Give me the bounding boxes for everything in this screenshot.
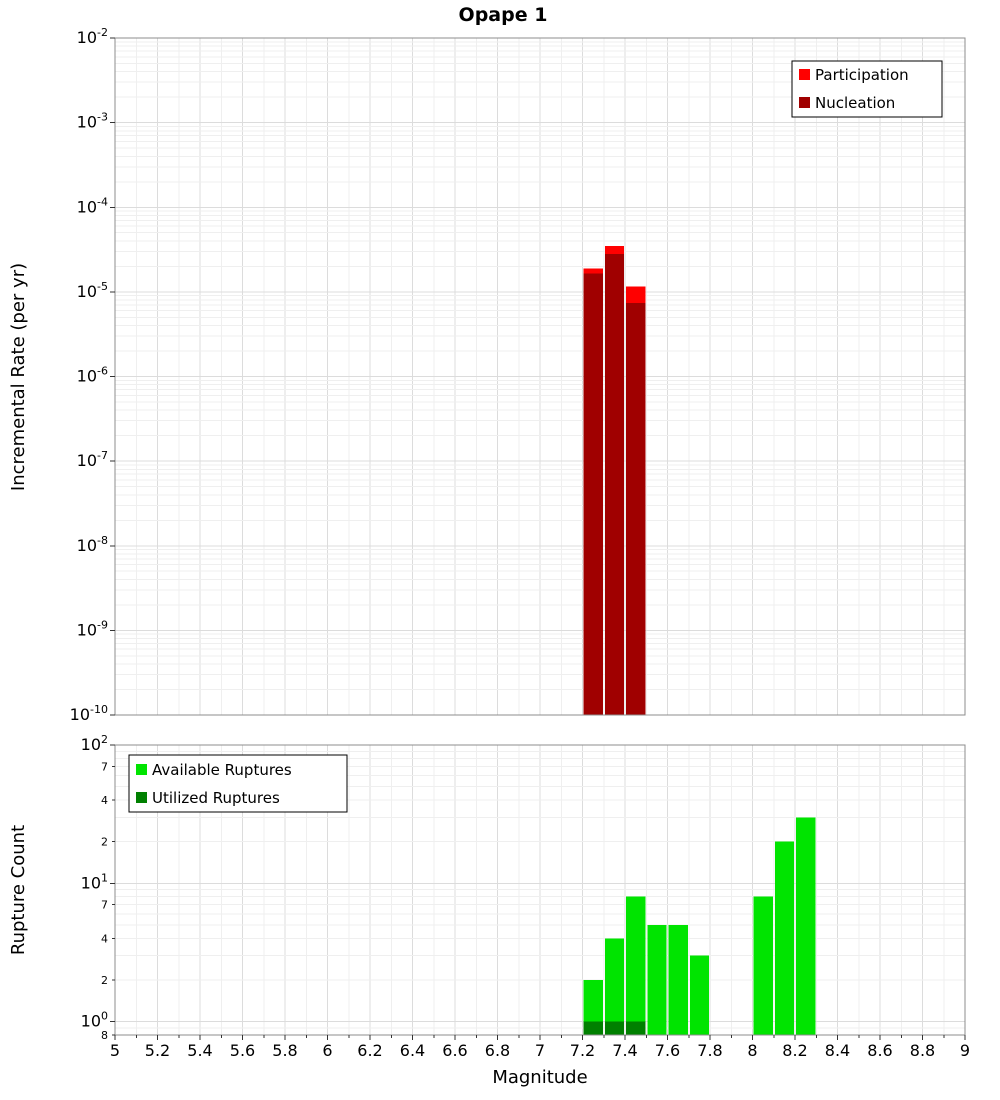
top-plot-bars bbox=[583, 245, 646, 716]
x-tick-label: 6.4 bbox=[400, 1041, 425, 1060]
bottom-legend-box bbox=[128, 754, 348, 813]
y-tick-label: 10-9 bbox=[77, 618, 108, 639]
nucleation-swatch bbox=[799, 97, 810, 108]
x-tick-label: 7.2 bbox=[570, 1041, 595, 1060]
x-tick-label: 6.8 bbox=[485, 1041, 510, 1060]
x-tick-label: 5.4 bbox=[187, 1041, 212, 1060]
nucleation-bar bbox=[626, 302, 646, 715]
available-ruptures-bar bbox=[689, 955, 709, 1035]
bottom-legend: Available Ruptures Utilized Ruptures bbox=[128, 754, 348, 813]
utilized-ruptures-bar bbox=[626, 1021, 646, 1035]
top-y-axis-label: Incremental Rate (per yr) bbox=[8, 263, 29, 491]
x-tick-label: 6.6 bbox=[442, 1041, 467, 1060]
available-ruptures-bar bbox=[647, 924, 667, 1035]
available-ruptures-swatch bbox=[136, 764, 147, 775]
y-tick-label: 10-6 bbox=[77, 365, 108, 386]
nucleation-bar bbox=[604, 254, 624, 716]
available-ruptures-bar bbox=[796, 817, 816, 1035]
y-tick-label: 10-8 bbox=[77, 534, 108, 555]
participation-swatch bbox=[799, 69, 810, 80]
y-tick-label: 4 bbox=[101, 794, 108, 807]
y-tick-label: 10-2 bbox=[77, 26, 108, 47]
utilized-ruptures-swatch bbox=[136, 792, 147, 803]
x-tick-label: 8.8 bbox=[910, 1041, 935, 1060]
y-tick-label: 8 bbox=[101, 1029, 108, 1042]
x-tick-label: 7.4 bbox=[612, 1041, 637, 1060]
y-tick-label: 100 bbox=[81, 1010, 108, 1031]
top-plot-tick-labels: 10-2 10-3 10-4 10-5 10-6 10-7 10-8 10-9 10-10 bbox=[70, 26, 115, 724]
x-tick-label: 8.2 bbox=[782, 1041, 807, 1060]
bottom-y-axis-label: Rupture Count bbox=[8, 825, 29, 955]
y-tick-label: 7 bbox=[101, 760, 108, 773]
nucleation-legend-label: Nucleation bbox=[815, 94, 895, 112]
available-ruptures-bar bbox=[604, 938, 624, 1035]
available-ruptures-bar bbox=[774, 841, 794, 1035]
utilized-ruptures-bar bbox=[604, 1021, 624, 1035]
x-tick-label: 5.2 bbox=[145, 1041, 170, 1060]
x-axis-label: Magnitude bbox=[492, 1067, 587, 1088]
utilized-ruptures-legend-label: Utilized Ruptures bbox=[152, 789, 280, 807]
y-tick-label: 2 bbox=[101, 974, 108, 987]
y-tick-label: 10-5 bbox=[77, 280, 108, 301]
available-ruptures-bar bbox=[668, 924, 688, 1035]
x-tick-label: 9 bbox=[960, 1041, 970, 1060]
x-tick-label: 5 bbox=[110, 1041, 120, 1060]
x-tick-label: 5.6 bbox=[230, 1041, 255, 1060]
chart-title: Opape 1 bbox=[459, 4, 548, 26]
available-ruptures-bar bbox=[626, 896, 646, 1035]
x-tick-label: 7.6 bbox=[655, 1041, 680, 1060]
available-ruptures-legend-label: Available Ruptures bbox=[152, 761, 292, 779]
top-plot-gridlines bbox=[114, 37, 966, 716]
top-legend-box bbox=[791, 60, 943, 118]
y-tick-label: 4 bbox=[101, 932, 108, 945]
x-tick-label: 7.8 bbox=[697, 1041, 722, 1060]
y-tick-label: 10-10 bbox=[70, 703, 108, 724]
x-tick-label: 5.8 bbox=[272, 1041, 297, 1060]
bottom-plot-bars bbox=[583, 817, 816, 1035]
x-tick-label: 8.6 bbox=[867, 1041, 892, 1060]
x-tick-label: 6 bbox=[322, 1041, 332, 1060]
available-ruptures-bar bbox=[753, 896, 773, 1035]
y-tick-label: 10-7 bbox=[77, 449, 108, 470]
x-tick-label: 7 bbox=[535, 1041, 545, 1060]
nucleation-bar bbox=[583, 273, 603, 715]
x-tick-label: 6.2 bbox=[357, 1041, 382, 1060]
participation-legend-label: Participation bbox=[815, 66, 909, 84]
available-ruptures-bar bbox=[583, 979, 603, 1035]
top-legend: Participation Nucleation bbox=[791, 60, 943, 118]
y-tick-label: 102 bbox=[81, 733, 108, 754]
y-tick-label: 10-3 bbox=[77, 111, 108, 132]
utilized-ruptures-bar bbox=[583, 1021, 603, 1035]
y-tick-label: 101 bbox=[81, 871, 108, 892]
x-tick-label: 8 bbox=[747, 1041, 757, 1060]
y-tick-label: 7 bbox=[101, 899, 108, 912]
y-tick-label: 10-4 bbox=[77, 195, 108, 216]
x-tick-label: 8.4 bbox=[825, 1041, 850, 1060]
y-tick-label: 2 bbox=[101, 836, 108, 849]
